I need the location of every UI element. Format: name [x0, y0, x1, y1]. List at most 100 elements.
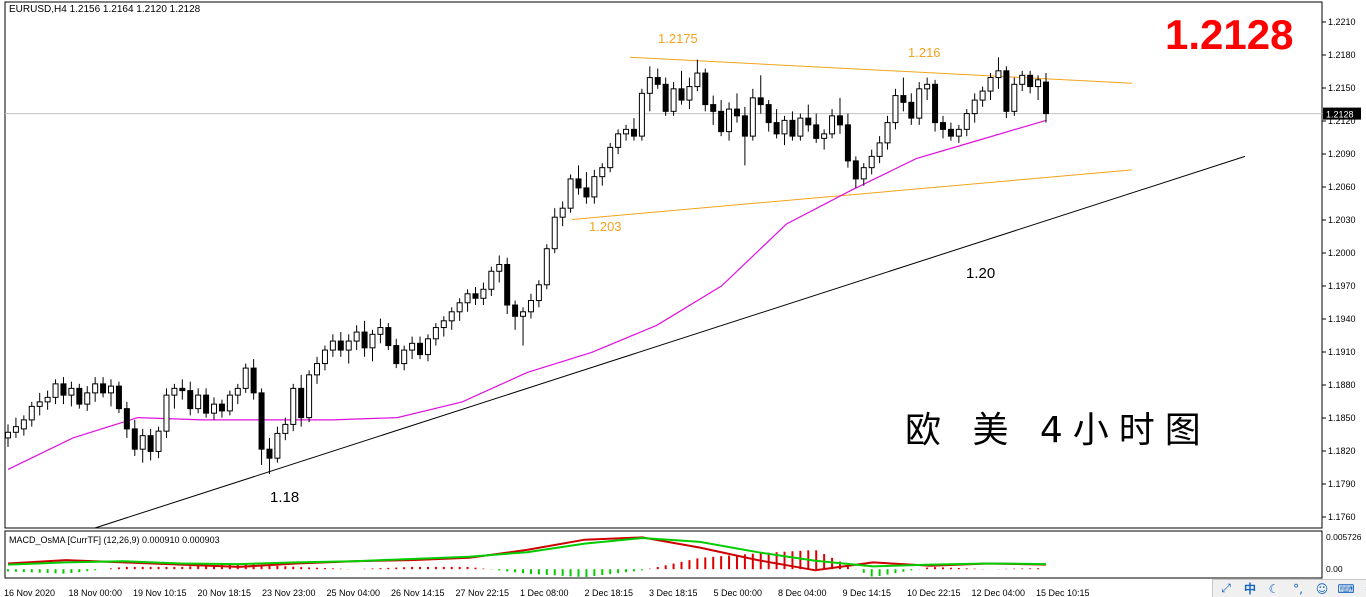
y-tick-label: 1.1910 — [1328, 347, 1356, 357]
candle-bullish — [92, 383, 99, 394]
candle-bearish — [900, 95, 907, 103]
candle-bullish — [290, 387, 297, 425]
y-tick-label: 1.1880 — [1328, 380, 1356, 390]
candle-bearish — [852, 160, 859, 180]
candle-bearish — [115, 385, 122, 410]
candle-bearish — [504, 263, 511, 306]
candle-bullish — [670, 88, 677, 112]
candle-bullish — [551, 216, 558, 250]
y-tick-label: 1.2060 — [1328, 182, 1356, 192]
x-tick-label: 18 Nov 00:00 — [69, 588, 123, 596]
candle-bearish — [179, 387, 186, 392]
candle-bearish — [765, 104, 772, 124]
keyboard-icon[interactable]: ⌨ — [1337, 581, 1355, 596]
x-tick-label: 8 Dec 04:00 — [778, 588, 827, 596]
candle-bearish — [908, 101, 915, 119]
candle-bullish — [242, 367, 249, 389]
candle-bullish — [1035, 79, 1042, 88]
annotation-label: 1.20 — [966, 265, 995, 282]
x-tick-label: 23 Nov 23:00 — [262, 588, 316, 596]
candle-bullish — [20, 419, 27, 430]
y-tick-label: 1.1940 — [1328, 314, 1356, 324]
candle-bearish — [123, 408, 130, 430]
candle-bearish — [1027, 74, 1034, 88]
candle-bullish — [995, 70, 1002, 79]
candle-bearish — [710, 104, 717, 112]
candle-bearish — [76, 387, 83, 405]
moving-average-line — [7, 119, 1047, 470]
candle-bullish — [868, 155, 875, 169]
candle-bullish — [615, 133, 622, 148]
candle-bullish — [424, 338, 431, 356]
symbol-info: EURUSD,H4 1.2156 1.2164 1.2120 1.2128 — [9, 4, 201, 15]
candle-bullish — [971, 99, 978, 115]
y-tick-label: 1.2120 — [1328, 116, 1356, 126]
candle-bearish — [203, 394, 210, 414]
candle-bearish — [932, 83, 939, 124]
x-tick-label: 26 Nov 14:15 — [391, 588, 445, 596]
candle-bullish — [369, 333, 376, 349]
candle-bullish — [464, 293, 471, 304]
candle-bullish — [567, 178, 574, 209]
candle-bearish — [844, 124, 851, 162]
candle-bullish — [496, 263, 503, 272]
candle-bearish — [718, 110, 725, 133]
x-tick-label: 19 Nov 10:15 — [133, 588, 187, 596]
candle-bearish — [337, 340, 344, 351]
expand-icon[interactable]: ⤢ — [1221, 581, 1231, 595]
candle-bullish — [543, 248, 550, 286]
candle-bullish — [694, 72, 701, 88]
settings-icon[interactable]: ⚙ — [1361, 582, 1366, 596]
candle-bullish — [321, 349, 328, 365]
x-tick-label: 10 Dec 22:15 — [907, 588, 961, 596]
candle-bullish — [52, 383, 59, 398]
candle-bullish — [987, 77, 994, 92]
emoji-icon[interactable]: ☺ — [1315, 581, 1329, 596]
candle-bullish — [520, 311, 527, 317]
candle-bearish — [60, 383, 67, 396]
candle-bearish — [131, 428, 138, 450]
x-tick-label: 16 Nov 2020 — [4, 588, 55, 596]
current-price-label: 1.2128 — [1326, 110, 1354, 120]
candle-bearish — [250, 367, 257, 394]
candle-bullish — [559, 207, 566, 218]
candle-bullish — [749, 97, 756, 137]
candle-bearish — [805, 117, 812, 126]
candle-bullish — [860, 167, 867, 180]
y-tick-label: 1.1850 — [1328, 413, 1356, 423]
punctuation-icon[interactable]: °, — [1293, 581, 1303, 596]
y-tick-label: 1.2180 — [1328, 50, 1356, 60]
current-price-box — [1323, 107, 1361, 120]
candle-bullish — [432, 327, 439, 340]
candle-bullish — [211, 403, 218, 414]
candle-bearish — [813, 124, 820, 139]
candle-bullish — [599, 167, 606, 178]
candle-bearish — [678, 88, 685, 101]
x-tick-label: 1 Dec 08:00 — [520, 588, 569, 596]
candle-bearish — [385, 327, 392, 347]
macd-main-line — [7, 536, 1047, 568]
candle-bearish — [1003, 70, 1010, 112]
macd-signal-line — [7, 536, 1047, 572]
candle-bullish — [821, 133, 828, 139]
candle-bearish — [757, 97, 764, 106]
candle-bullish — [781, 119, 788, 135]
candle-bullish — [155, 430, 162, 452]
candle-bearish — [662, 83, 669, 112]
y-tick-label: 1.1760 — [1328, 512, 1356, 522]
candle-bullish — [28, 405, 35, 421]
candle-bullish — [409, 342, 416, 351]
candle-bullish — [345, 340, 352, 351]
candle-bullish — [353, 331, 360, 342]
candle-bearish — [741, 115, 748, 137]
candle-bullish — [36, 401, 43, 407]
chinese-input-icon[interactable]: 中 — [1243, 582, 1256, 596]
moon-icon[interactable]: ☾ — [1268, 581, 1280, 596]
candle-bullish — [84, 392, 91, 405]
candle-bullish — [876, 142, 883, 157]
candle-bullish — [226, 394, 233, 412]
annotation-label: 1.203 — [589, 219, 622, 234]
ime-toolbar: ⤢ 中 ☾ °, ☺ ⌨ ⚙ — [1212, 579, 1366, 597]
macd-y-tick: 0.005726 — [1326, 532, 1362, 542]
